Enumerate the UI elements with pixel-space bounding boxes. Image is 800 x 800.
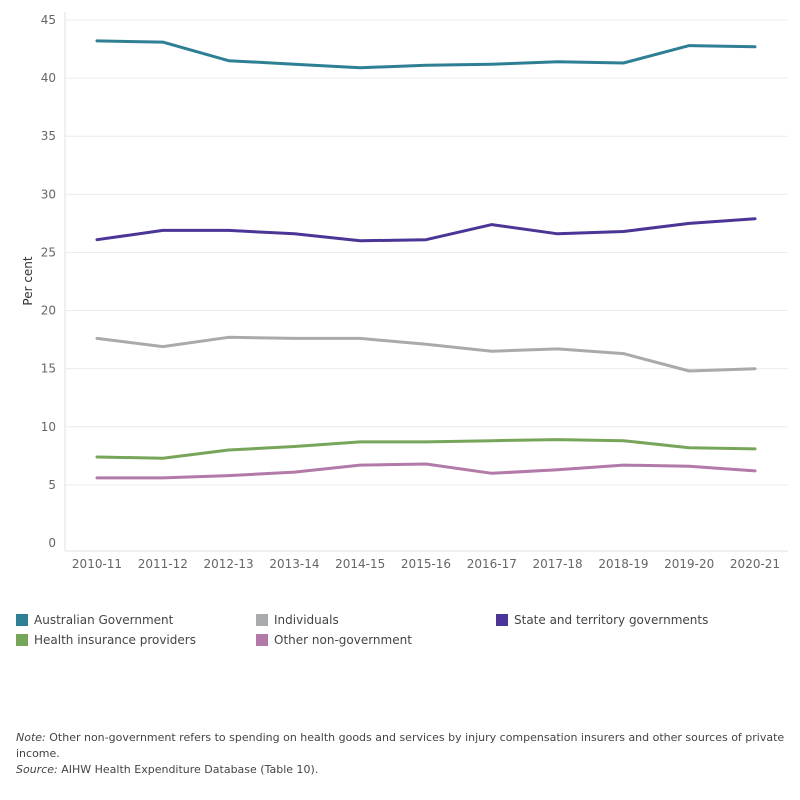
note-line: Note: Other non-government refers to spe… [16, 730, 786, 762]
legend-item-individuals[interactable]: Individuals [256, 612, 339, 628]
source-line: Source: AIHW Health Expenditure Database… [16, 762, 786, 778]
series-line-other-non-government[interactable] [95, 462, 757, 480]
y-tick-label: 15 [41, 362, 56, 376]
y-tick-label: 5 [48, 478, 56, 492]
series-lines [95, 39, 757, 480]
note-label: Note: [16, 731, 46, 744]
y-axis-ticks: 0 5 10 15 20 25 30 35 40 45 [41, 13, 56, 550]
x-tick-label: 2019-20 [664, 557, 714, 571]
y-tick-label: 25 [41, 245, 56, 259]
y-tick-label: 0 [48, 536, 56, 550]
source-text: AIHW Health Expenditure Database (Table … [57, 763, 319, 776]
legend-swatch [496, 614, 508, 626]
legend-label: Australian Government [34, 613, 174, 627]
source-label: Source: [16, 763, 58, 776]
legend-label: Other non-government [274, 633, 412, 647]
legend-item-health-insurance-providers[interactable]: Health insurance providers [16, 632, 196, 648]
legend-item-state-and-territory-governments[interactable]: State and territory governments [496, 612, 708, 628]
legend: Australian Government Individuals State … [16, 612, 786, 652]
series-line-individuals[interactable] [95, 335, 757, 373]
series-line-australian-government[interactable] [95, 39, 757, 70]
legend-swatch [256, 634, 268, 646]
y-tick-label: 40 [41, 71, 56, 85]
y-tick-label: 30 [41, 187, 56, 201]
x-tick-label: 2018-19 [598, 557, 648, 571]
legend-swatch [16, 634, 28, 646]
legend-item-other-non-government[interactable]: Other non-government [256, 632, 412, 648]
footnote: Note: Other non-government refers to spe… [16, 730, 786, 778]
x-tick-label: 2020-21 [730, 557, 780, 571]
x-tick-label: 2017-18 [533, 557, 583, 571]
legend-label: Individuals [274, 613, 339, 627]
series-line-state-and-territory-governments[interactable] [95, 217, 757, 243]
x-tick-label: 2016-17 [467, 557, 517, 571]
x-tick-label: 2012-13 [204, 557, 254, 571]
y-tick-label: 20 [41, 304, 56, 318]
legend-item-australian-government[interactable]: Australian Government [16, 612, 173, 628]
x-tick-label: 2011-12 [138, 557, 188, 571]
y-axis-title: Per cent [21, 256, 35, 306]
y-tick-label: 45 [41, 13, 56, 27]
line-chart: 0 5 10 15 20 25 30 35 40 45 2010-11 2011-12 2012-13… [21, 12, 788, 571]
x-tick-label: 2014-15 [335, 557, 385, 571]
series-line-health-insurance-providers[interactable] [95, 438, 757, 460]
y-tick-label: 35 [41, 129, 56, 143]
note-text: Other non-government refers to spending … [16, 731, 785, 760]
legend-swatch [16, 614, 28, 626]
legend-label: Health insurance providers [34, 633, 196, 647]
legend-swatch [256, 614, 268, 626]
legend-label: State and territory governments [514, 613, 709, 627]
gridlines [64, 12, 788, 552]
x-tick-label: 2013-14 [269, 557, 319, 571]
y-tick-label: 10 [41, 420, 56, 434]
x-tick-label: 2015-16 [401, 557, 451, 571]
x-axis-ticks: 2010-11 2011-12 2012-13 2013-14 2014-15 2015-… [72, 557, 780, 571]
x-tick-label: 2010-11 [72, 557, 122, 571]
